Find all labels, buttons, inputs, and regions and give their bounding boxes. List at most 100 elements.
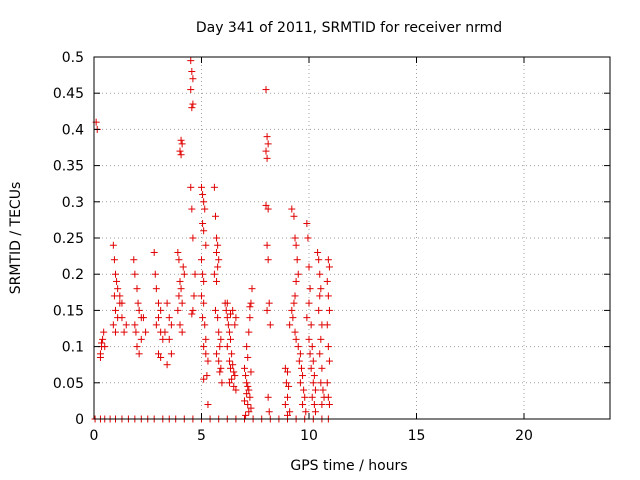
data-point: [224, 321, 232, 329]
data-point: [155, 350, 162, 358]
data-point: [175, 256, 183, 264]
data-point: [132, 328, 140, 336]
data-point: [306, 350, 314, 358]
data-point: [292, 335, 300, 343]
data-point: [165, 335, 173, 343]
data-point: [165, 314, 173, 322]
data-point: [317, 335, 325, 343]
data-point: [200, 299, 208, 307]
data-point: [223, 314, 231, 322]
data-point: [264, 256, 272, 264]
data-point: [152, 285, 160, 293]
data-point: [203, 372, 211, 380]
data-point: [122, 321, 130, 329]
data-point: [304, 234, 312, 242]
data-point: [135, 350, 143, 358]
data-point: [310, 372, 318, 380]
data-point: [110, 292, 118, 300]
data-point: [217, 335, 225, 343]
data-point: [227, 335, 235, 343]
data-point: [210, 183, 218, 191]
data-point: [112, 328, 119, 336]
data-point: [324, 256, 332, 264]
data-point: [296, 379, 304, 387]
data-point: [263, 306, 271, 314]
y-axis-ticks: 0 0.05 0.1 0.15 0.2 0.25 0.3 0.35 0.4 0.45 0.5: [53, 50, 610, 428]
data-point: [307, 364, 315, 372]
x-tick-label: 20: [515, 428, 533, 444]
data-point: [99, 335, 107, 343]
data-point: [293, 256, 301, 264]
data-point: [187, 57, 195, 65]
data-point: [180, 270, 188, 278]
data-point: [243, 390, 251, 398]
x-tick-label: 15: [408, 428, 426, 444]
data-point: [112, 306, 119, 314]
data-point: [290, 299, 298, 307]
data-point: [247, 299, 255, 307]
data-point: [242, 372, 250, 380]
data-point: [303, 220, 311, 228]
data-point: [300, 386, 308, 394]
data-point: [245, 408, 253, 416]
plot-frame: [93, 56, 611, 420]
chart-title: Day 341 of 2011, SRMTID for receiver nrm…: [196, 20, 502, 36]
data-point: [319, 386, 327, 394]
data-point: [188, 205, 196, 213]
data-point: [178, 299, 186, 307]
x-axis-ticks: 0 5 10 15 20: [90, 57, 533, 444]
data-point: [204, 401, 212, 409]
data-point: [324, 393, 332, 401]
data-point: [201, 205, 209, 213]
data-point: [324, 292, 332, 300]
data-point: [291, 328, 299, 336]
data-point: [323, 379, 331, 387]
data-point: [188, 310, 196, 318]
y-tick-label: 0.3: [62, 195, 84, 211]
data-point: [323, 321, 331, 329]
data-point: [100, 328, 108, 336]
data-point: [288, 306, 296, 314]
data-point: [263, 154, 271, 162]
data-point: [191, 270, 199, 278]
data-point: [305, 299, 313, 307]
data-point: [305, 335, 313, 343]
data-point: [229, 361, 237, 369]
data-point: [133, 343, 141, 351]
data-point: [232, 386, 240, 394]
data-point: [294, 270, 302, 278]
data-point: [200, 227, 208, 235]
data-point: [178, 140, 186, 148]
data-point: [176, 277, 184, 285]
data-point: [316, 292, 324, 300]
data-point: [262, 201, 270, 209]
data-point: [118, 299, 126, 307]
data-point: [299, 372, 307, 380]
data-point: [139, 314, 147, 322]
data-point: [243, 343, 251, 351]
data-point: [216, 343, 224, 351]
data-point: [114, 285, 122, 293]
data-point: [187, 86, 195, 94]
data-point: [199, 314, 207, 322]
data-point: [311, 408, 319, 416]
data-point: [311, 386, 319, 394]
data-point: [217, 364, 225, 372]
data-point: [306, 285, 314, 293]
data-point: [214, 241, 222, 249]
data-point: [302, 408, 310, 416]
data-point: [177, 151, 185, 159]
data-point: [232, 314, 240, 322]
data-point: [246, 303, 254, 311]
data-point: [315, 306, 323, 314]
data-point: [286, 321, 294, 329]
data-point: [245, 328, 253, 336]
data-point: [215, 328, 223, 336]
data-point: [174, 248, 182, 256]
data-point: [163, 299, 171, 307]
data-point: [242, 411, 250, 419]
data-point: [202, 335, 210, 343]
grid-lines: [94, 57, 610, 419]
data-point: [231, 321, 239, 329]
